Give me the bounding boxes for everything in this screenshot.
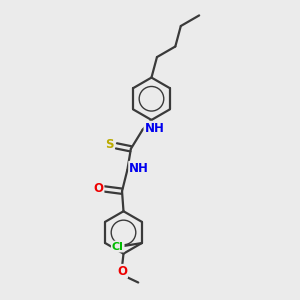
Text: Cl: Cl [112,242,124,252]
Text: NH: NH [129,162,149,175]
Text: NH: NH [145,122,164,135]
Text: O: O [94,182,103,195]
Text: S: S [105,138,114,151]
Text: O: O [117,265,127,278]
